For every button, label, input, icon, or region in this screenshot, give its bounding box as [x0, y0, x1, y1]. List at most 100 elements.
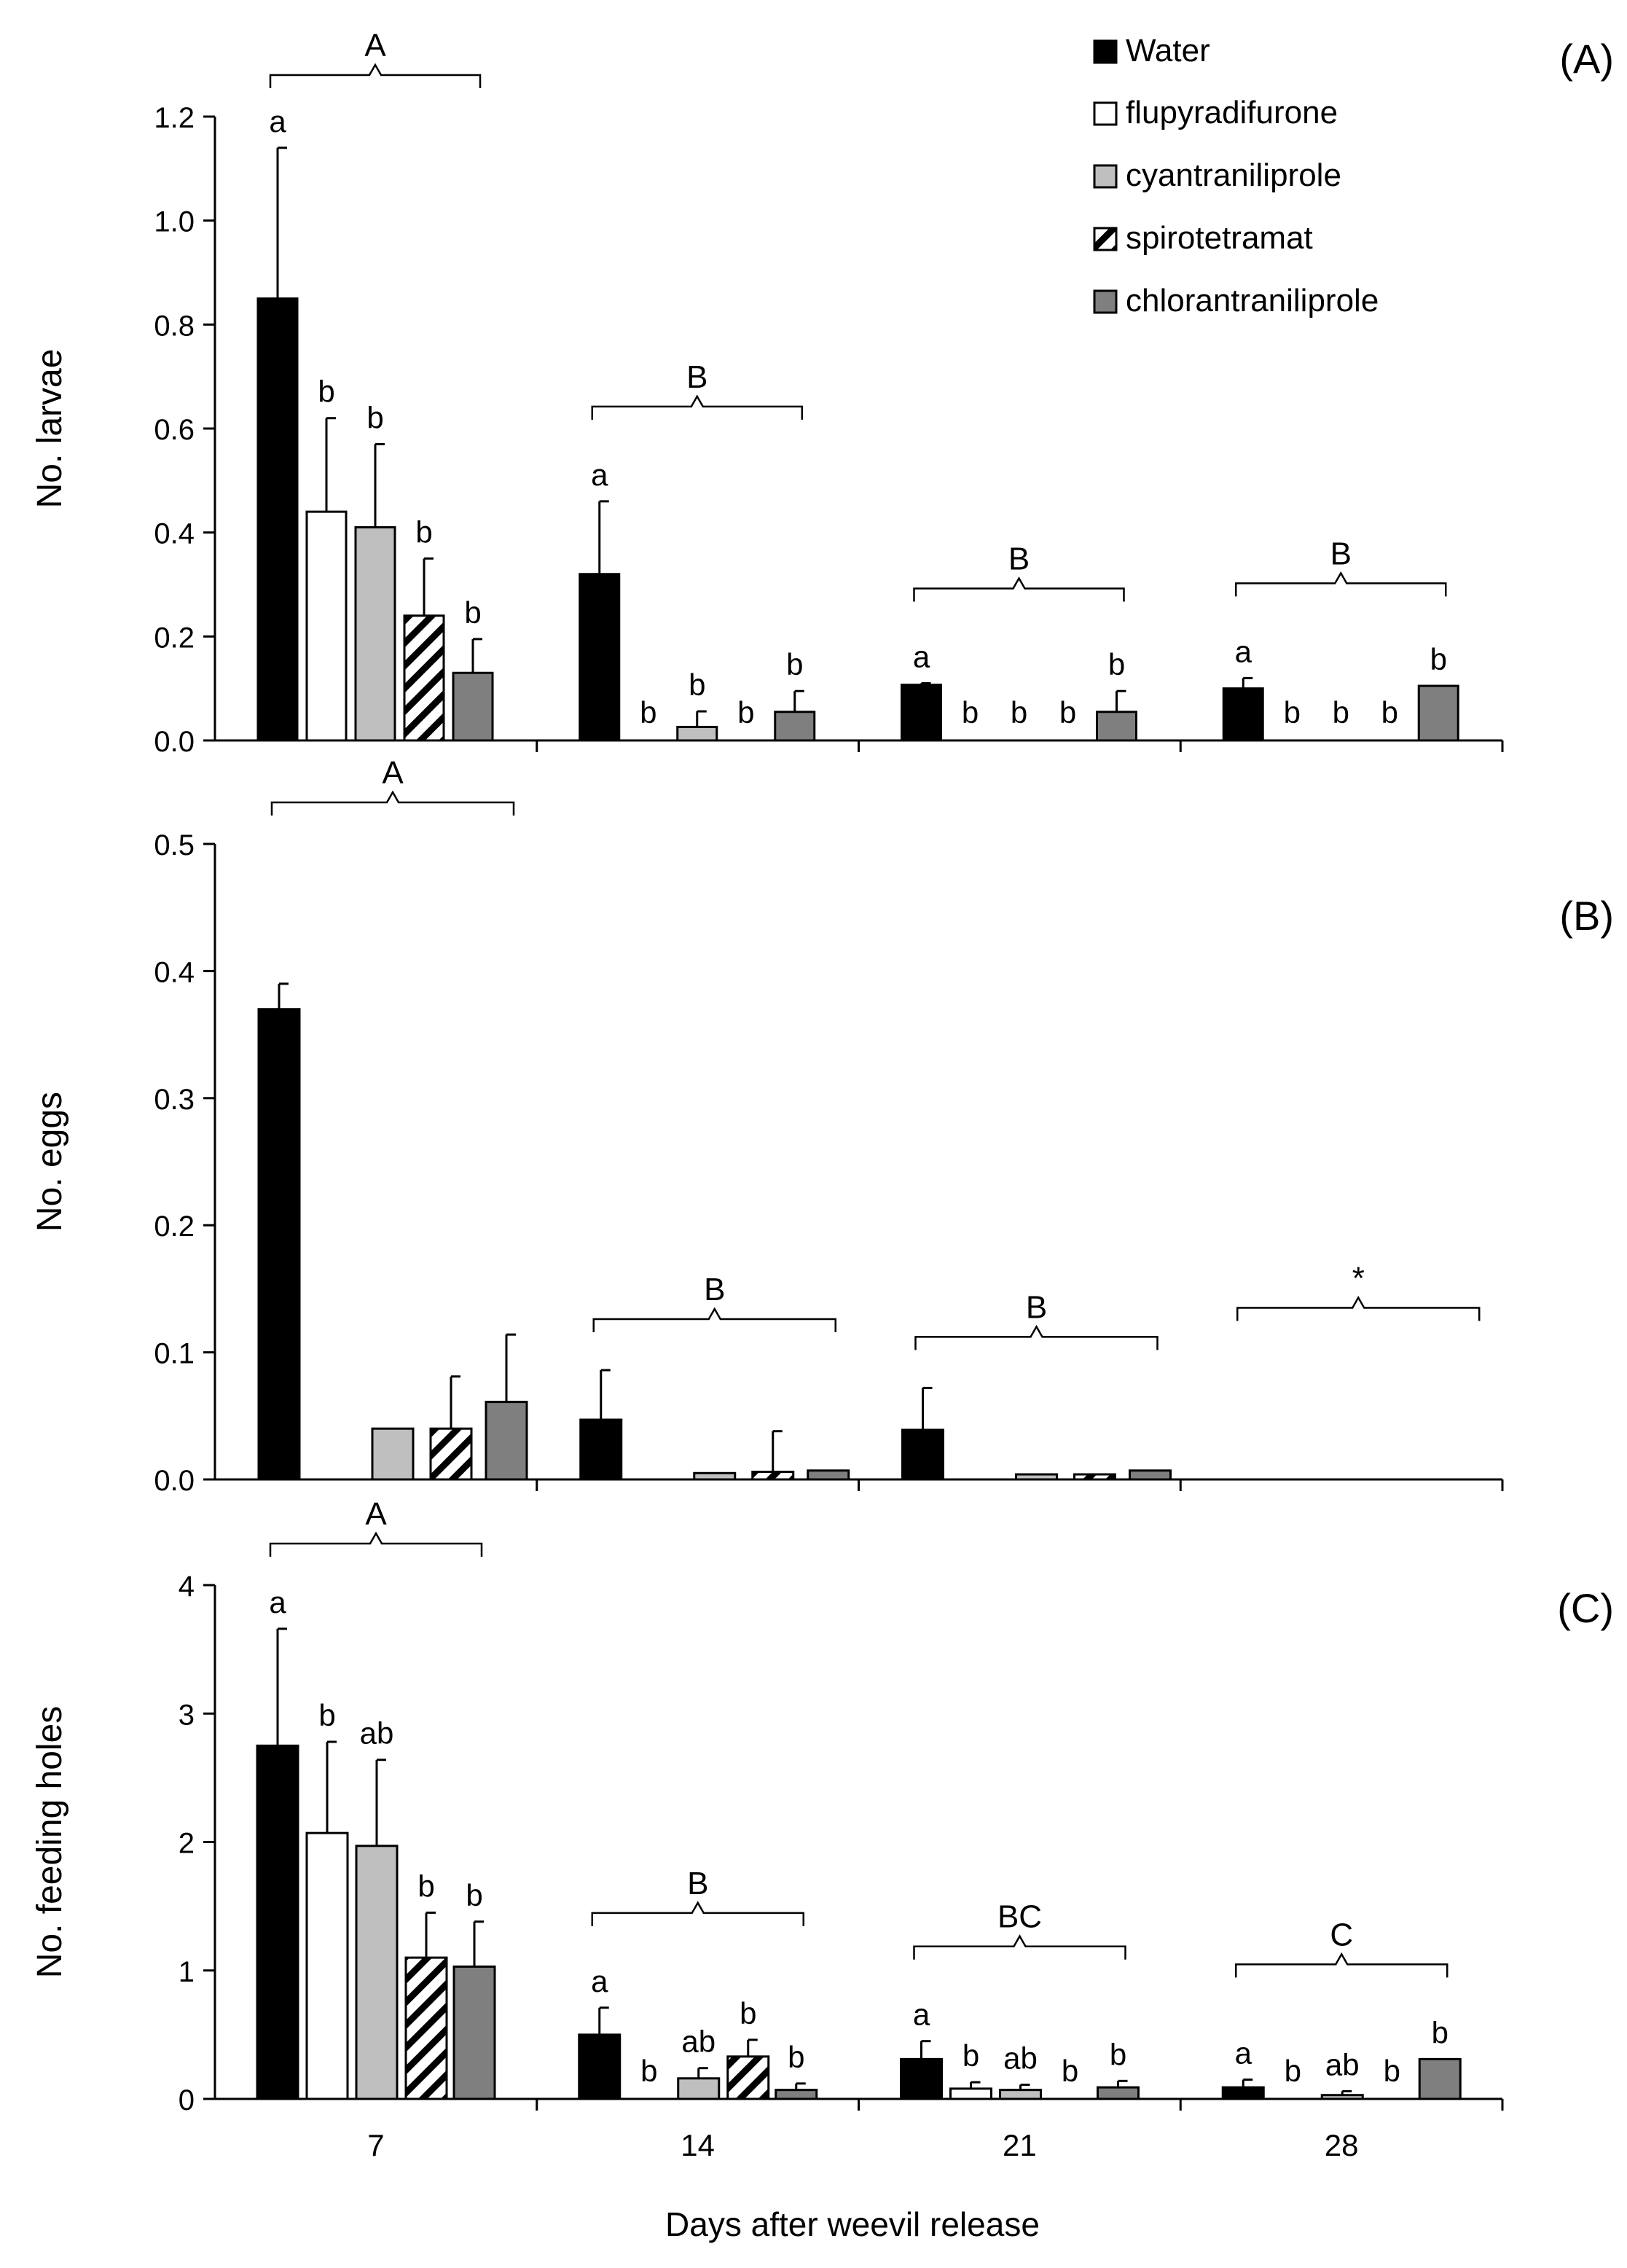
significance-letter: b	[1011, 695, 1027, 730]
legend-swatch-flupyradifurone	[1093, 101, 1118, 126]
bar-water-day-14	[579, 1418, 623, 1481]
significance-letter: b	[963, 2038, 979, 2073]
group-bracket	[592, 1307, 836, 1333]
y-tick-label: 0.6	[154, 414, 195, 446]
legend-label-water: Water	[1126, 33, 1210, 69]
bar-spirotetramat-day-21	[1073, 1473, 1116, 1481]
legend-item-flupyradifurone: flupyradifurone	[1093, 95, 1338, 130]
group-letter: B	[686, 359, 707, 395]
group-letter: A	[364, 28, 386, 63]
group-letter: C	[1330, 1917, 1353, 1952]
bar-water-day-14	[579, 573, 621, 742]
legend-label-spirotetramat: spirotetramat	[1126, 220, 1313, 256]
y-tick-label: 4	[179, 1571, 195, 1603]
bar-flupyradifurone-day-21	[949, 2087, 992, 2100]
significance-letter: a	[1235, 634, 1252, 668]
significance-letter: a	[913, 640, 930, 674]
y-tick-label: 0.2	[154, 1211, 195, 1243]
y-tick-label: 1.0	[154, 206, 195, 238]
significance-letter: b	[640, 2054, 657, 2088]
significance-letter: b	[1284, 695, 1301, 730]
group-bracket	[1236, 1296, 1481, 1321]
legend-swatch-cyantraniliprole	[1093, 164, 1118, 189]
significance-letter: b	[1062, 2054, 1078, 2088]
bar-cyantraniliprole-day-21	[1015, 1473, 1058, 1481]
bar-chlorantraniliprole-day-28	[1418, 2057, 1462, 2100]
group-bracket	[270, 790, 515, 816]
y-axis-title: No. eggs	[31, 1092, 69, 1232]
y-tick-label: 0.4	[154, 518, 195, 550]
significance-letter: b	[318, 375, 334, 409]
group-letter: A	[382, 755, 404, 791]
panel-label: (B)	[1559, 893, 1614, 939]
significance-letter: b	[788, 2040, 804, 2074]
y-tick-label: 1	[179, 1956, 195, 1988]
group-bracket	[1235, 1952, 1448, 1978]
x-tick-label: 14	[681, 2128, 715, 2162]
bar-spirotetramat-day-14	[751, 1471, 795, 1481]
significance-letter: a	[1235, 2036, 1252, 2070]
significance-letter: b	[318, 1698, 335, 1732]
significance-letter: a	[269, 1585, 286, 1619]
bar-chlorantraniliprole-day-28	[1417, 684, 1459, 742]
y-tick-label: 3	[179, 1699, 195, 1731]
legend-item-spirotetramat: spirotetramat	[1093, 220, 1313, 256]
significance-letter: a	[913, 1998, 930, 2032]
legend-label-cyantraniliprole: cyantraniliprole	[1126, 157, 1341, 193]
bar-chlorantraniliprole-day-14	[807, 1469, 850, 1481]
legend-item-chlorantraniliprole: chlorantraniliprole	[1093, 283, 1379, 318]
y-axis-title: No. feeding holes	[31, 1706, 69, 1979]
significance-letter: b	[1110, 2037, 1126, 2071]
bar-chlorantraniliprole-day-14	[775, 2089, 818, 2100]
bar-cyantraniliprole-day-21	[999, 2089, 1042, 2100]
group-bracket	[269, 63, 482, 88]
group-bracket	[269, 1531, 483, 1557]
significance-letter: b	[786, 647, 803, 681]
y-tick-label: 0.5	[154, 829, 195, 861]
y-tick-label: 0.0	[154, 1465, 195, 1497]
legend-swatch-spirotetramat	[1093, 227, 1118, 251]
bar-cyantraniliprole-day-14	[693, 1471, 737, 1481]
group-letter: B	[1026, 1289, 1047, 1325]
significance-letter: b	[1384, 2054, 1400, 2088]
bar-water-day-28	[1222, 687, 1264, 742]
significance-letter: b	[417, 1869, 434, 1903]
legend-swatch-chlorantraniliprole	[1093, 289, 1118, 314]
significance-letter: b	[464, 595, 481, 630]
significance-letter: ab	[1325, 2047, 1360, 2081]
bar-water-day-7	[257, 1008, 301, 1481]
legend: Water flupyradifurone cyantraniliprole s…	[1093, 33, 1379, 318]
panel-2: (B) 0.0 0.1 0.2 0.3 0.4 0.5 No. eggs A B B *	[31, 755, 1614, 1497]
bar-spirotetramat-day-7	[403, 614, 445, 742]
significance-letter: b	[1059, 695, 1076, 730]
group-letter: B	[687, 1866, 708, 1901]
x-tick-label: 7	[367, 2128, 384, 2162]
significance-letter: b	[1381, 695, 1398, 730]
y-tick-label: 2	[179, 1828, 195, 1860]
significance-letter: b	[415, 515, 432, 549]
group-letter: B	[704, 1272, 725, 1307]
bar-cyantraniliprole-day-7	[371, 1427, 415, 1481]
significance-letter: a	[269, 104, 286, 138]
significance-letter: b	[1285, 2054, 1301, 2088]
y-tick-label: 0.2	[154, 622, 195, 654]
chart-panels: (A)0.00.20.40.60.81.01.2No. larvaeabbbbA…	[31, 28, 1614, 2162]
bar-water-day-28	[1221, 2086, 1265, 2100]
significance-letter: b	[366, 400, 383, 434]
y-tick-label: 1.2	[154, 102, 195, 134]
bar-chlorantraniliprole-day-21	[1096, 711, 1137, 742]
y-tick-label: 0.0	[154, 726, 195, 758]
significance-letter: b	[1430, 642, 1447, 676]
bar-cyantraniliprole-day-14	[676, 725, 718, 742]
y-tick-label: 0.1	[154, 1338, 195, 1370]
significance-letter: b	[466, 1878, 482, 1912]
group-bracket	[913, 1934, 1126, 1960]
legend-swatch-water	[1093, 39, 1118, 64]
bar-chlorantraniliprole-day-7	[452, 1965, 496, 2100]
significance-letter: b	[962, 695, 979, 730]
significance-letter: b	[640, 695, 656, 730]
bar-water-day-21	[900, 2057, 943, 2100]
group-letter: *	[1352, 1261, 1365, 1297]
y-tick-label: 0	[179, 2084, 195, 2116]
